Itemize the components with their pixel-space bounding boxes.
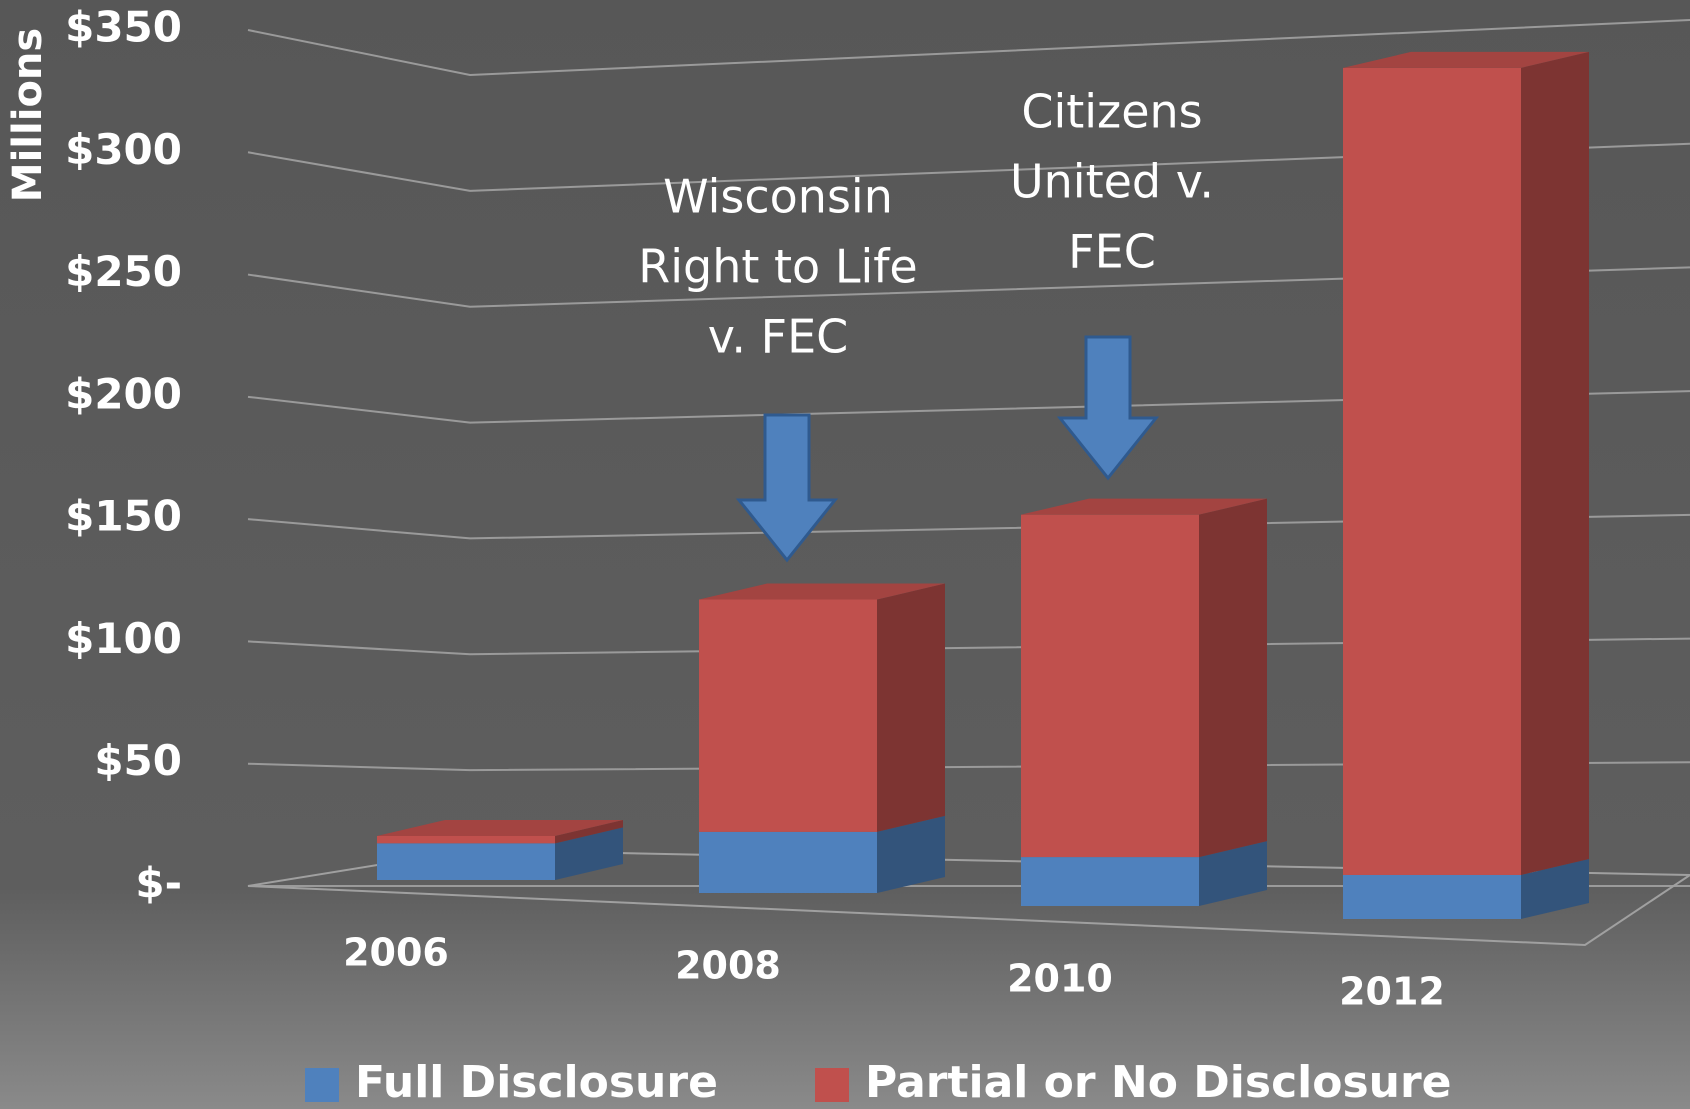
- bar: [377, 843, 555, 880]
- bar-side: [1521, 51, 1589, 875]
- y-tick-label: $100: [65, 614, 182, 663]
- bar-side: [877, 815, 945, 893]
- legend-label: Full Disclosure: [355, 1057, 718, 1108]
- annotation: Right to Life: [638, 240, 917, 294]
- grid-line: [247, 142, 1690, 192]
- x-tick-label: 2008: [675, 944, 781, 988]
- y-tick-label: $300: [65, 125, 182, 174]
- y-tick-label: $350: [65, 3, 182, 52]
- bar-side: [1521, 858, 1589, 919]
- bar-side: [1199, 498, 1267, 858]
- x-tick-label: 2012: [1339, 970, 1445, 1014]
- bar: [699, 599, 877, 832]
- bar: [1021, 514, 1199, 858]
- bar-top: [699, 583, 945, 600]
- bar: [1021, 857, 1199, 906]
- bar: [699, 831, 877, 893]
- y-tick-label: $200: [65, 369, 182, 418]
- bar-side: [877, 583, 945, 832]
- grid-line: [247, 390, 1690, 424]
- annotation: United v.: [1010, 155, 1214, 209]
- grid-line: [247, 266, 1690, 308]
- bar-top: [1343, 51, 1589, 68]
- arrow: [1056, 335, 1160, 481]
- bar-top: [1021, 498, 1267, 515]
- bar-side: [555, 827, 623, 880]
- annotation: Citizens: [1021, 85, 1202, 139]
- grid-line: [247, 761, 1690, 772]
- annotation: v. FEC: [708, 310, 849, 364]
- y-tick-label: $50: [94, 736, 182, 785]
- bar: [1343, 67, 1521, 875]
- bar-side: [555, 819, 623, 844]
- legend-swatch: [305, 1068, 339, 1102]
- bar-side: [1199, 841, 1267, 906]
- legend-label: Partial or No Disclosure: [865, 1057, 1452, 1108]
- legend-swatch: [815, 1068, 849, 1102]
- x-tick-label: 2010: [1007, 957, 1113, 1001]
- bar-top: [377, 819, 623, 836]
- arrow: [735, 413, 839, 563]
- annotation: FEC: [1068, 225, 1156, 279]
- y-axis-label: Millions: [5, 28, 51, 202]
- grid-line: [247, 513, 1690, 540]
- bar: [1343, 874, 1521, 919]
- grid-line: [247, 637, 1690, 656]
- bar: [377, 835, 555, 844]
- y-tick-label: $250: [65, 247, 182, 296]
- y-tick-label: $150: [65, 492, 182, 541]
- grid-line: [247, 19, 1690, 77]
- y-tick-label: $-: [135, 859, 182, 908]
- annotation: Wisconsin: [663, 170, 893, 224]
- x-tick-label: 2006: [343, 931, 449, 975]
